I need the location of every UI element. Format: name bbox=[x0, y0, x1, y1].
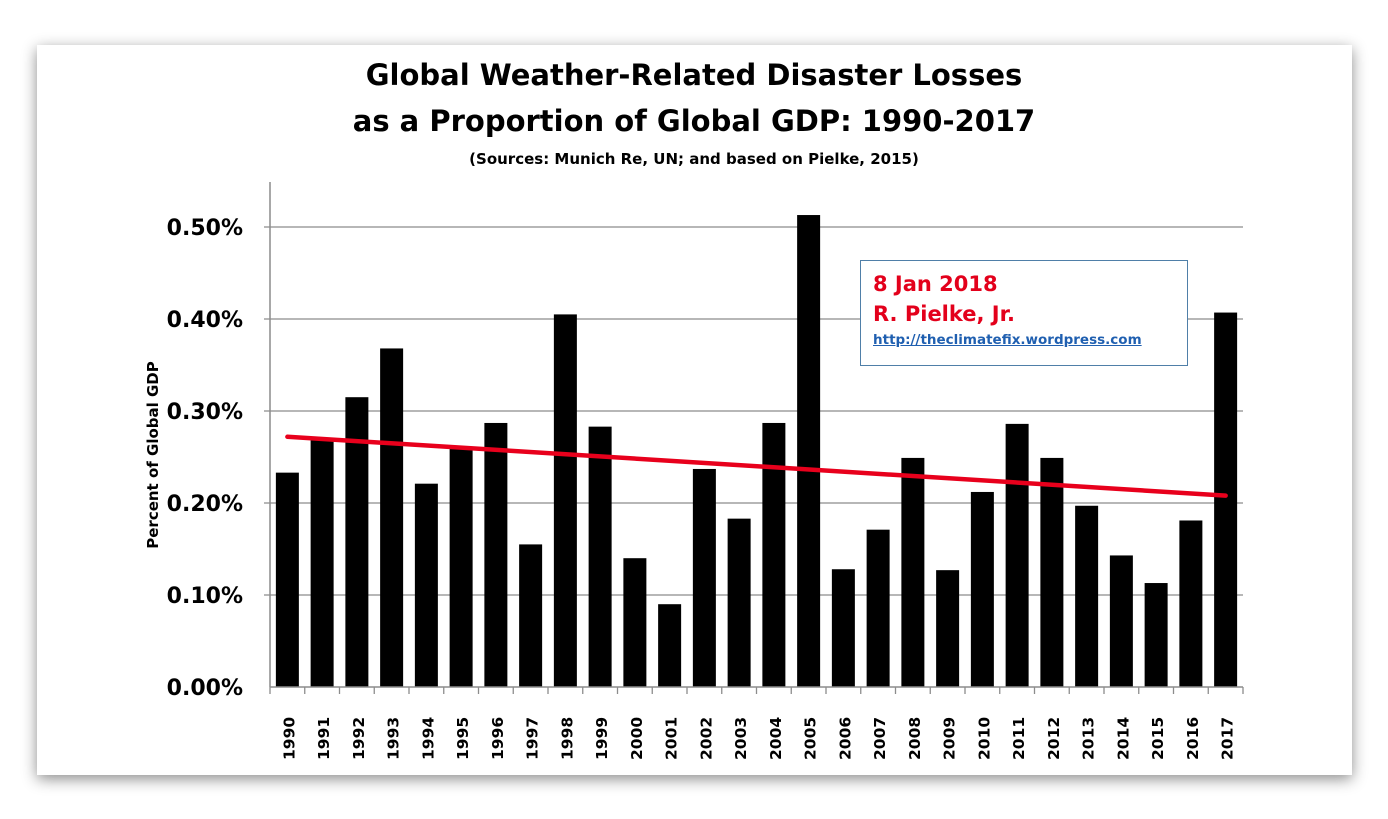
bar-1996 bbox=[484, 422, 508, 687]
x-tick-label: 2015 bbox=[1149, 717, 1167, 760]
x-tick-label: 1995 bbox=[454, 717, 472, 760]
bar-2002 bbox=[692, 468, 716, 687]
chart-subtitle: (Sources: Munich Re, UN; and based on Pi… bbox=[469, 150, 919, 168]
x-tick-label: 2006 bbox=[836, 717, 854, 760]
x-tick-label: 2017 bbox=[1219, 717, 1237, 760]
bar-1993 bbox=[380, 348, 404, 687]
bar-2016 bbox=[1179, 520, 1203, 687]
x-tick-label: 1996 bbox=[489, 717, 507, 760]
x-tick-label: 2014 bbox=[1114, 717, 1132, 760]
trendline bbox=[285, 434, 1228, 498]
bar-2001 bbox=[658, 604, 682, 687]
x-tick-label: 2000 bbox=[628, 717, 646, 760]
bar-2013 bbox=[1075, 505, 1099, 687]
x-tick-label: 2005 bbox=[802, 717, 820, 760]
bar-1991 bbox=[310, 440, 334, 687]
bar-1995 bbox=[449, 447, 473, 687]
bar-2011 bbox=[1005, 423, 1029, 687]
x-tick-label: 1999 bbox=[593, 717, 611, 760]
x-tick-label: 1992 bbox=[350, 717, 368, 760]
bar-2010 bbox=[970, 491, 994, 687]
bar-1992 bbox=[345, 397, 369, 687]
x-tick-label: 2013 bbox=[1080, 717, 1098, 760]
y-tick-label: 0.30% bbox=[167, 400, 243, 425]
y-tick-label: 0.10% bbox=[167, 584, 243, 609]
x-tick-label: 1991 bbox=[315, 717, 333, 760]
chart-title-line2: as a Proportion of Global GDP: 1990-2017 bbox=[352, 104, 1036, 138]
x-tick-label: 1994 bbox=[419, 717, 437, 760]
bar-2007 bbox=[866, 529, 890, 687]
bar-2008 bbox=[901, 457, 925, 687]
chart-title: Global Weather-Related Disaster Losses bbox=[365, 58, 1023, 92]
x-tick-label: 2002 bbox=[697, 717, 715, 760]
x-tick-label: 2010 bbox=[975, 717, 993, 760]
y-tick-label: 0.40% bbox=[167, 308, 243, 333]
annotation-author: R. Pielke, Jr. bbox=[873, 302, 1015, 326]
annotation-date: 8 Jan 2018 bbox=[873, 272, 998, 296]
x-tick-label: 2009 bbox=[941, 717, 959, 760]
annotation-link[interactable]: http://theclimatefix.wordpress.com bbox=[873, 332, 1142, 348]
annotation-box: 8 Jan 2018 R. Pielke, Jr. http://theclim… bbox=[860, 260, 1188, 366]
bar-2015 bbox=[1144, 583, 1168, 687]
bar-2017 bbox=[1214, 312, 1238, 687]
bar-2006 bbox=[831, 569, 855, 687]
x-tick-label: 2001 bbox=[663, 717, 681, 760]
x-tick-label: 2004 bbox=[767, 717, 785, 760]
bar-2014 bbox=[1109, 555, 1133, 687]
bar-2003 bbox=[727, 518, 751, 687]
bar-1990 bbox=[275, 472, 299, 687]
bar-1994 bbox=[414, 483, 438, 687]
y-tick-label: 0.50% bbox=[167, 216, 243, 241]
x-tick-label: 2007 bbox=[871, 717, 889, 760]
x-tick-label: 2011 bbox=[1010, 717, 1028, 760]
bar-1998 bbox=[553, 314, 577, 687]
x-tick-label: 1998 bbox=[558, 717, 576, 760]
x-tick-label: 1990 bbox=[280, 717, 298, 760]
y-axis-label: Percent of Global GDP bbox=[144, 361, 162, 549]
bar-2004 bbox=[762, 422, 786, 687]
bar-2005 bbox=[797, 215, 821, 688]
bar-1999 bbox=[588, 426, 612, 687]
bar-2009 bbox=[936, 570, 960, 687]
y-tick-label: 0.00% bbox=[167, 676, 243, 701]
bar-1997 bbox=[519, 544, 543, 687]
x-tick-label: 2008 bbox=[906, 717, 924, 760]
x-tick-label: 1993 bbox=[385, 717, 403, 760]
x-tick-label: 2016 bbox=[1184, 717, 1202, 760]
bar-2012 bbox=[1040, 457, 1064, 687]
y-tick-label: 0.20% bbox=[167, 492, 243, 517]
x-tick-label: 2012 bbox=[1045, 717, 1063, 760]
x-tick-label: 2003 bbox=[732, 717, 750, 760]
bar-2000 bbox=[623, 558, 647, 687]
x-tick-label: 1997 bbox=[524, 717, 542, 760]
